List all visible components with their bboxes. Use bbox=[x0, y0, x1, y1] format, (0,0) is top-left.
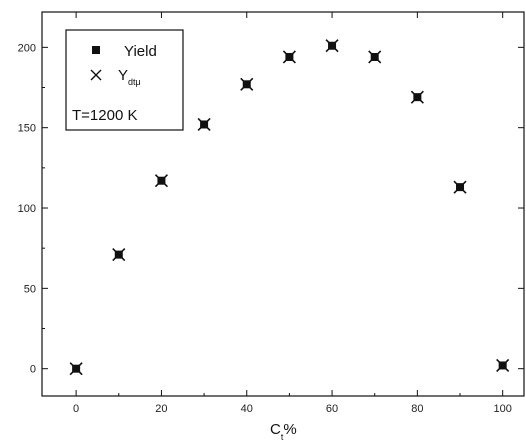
legend: Yield Ydtμ T=1200 K bbox=[65, 29, 184, 131]
x-tick-label: 100 bbox=[493, 403, 511, 415]
ydtmu-point bbox=[112, 248, 126, 262]
legend-square-marker bbox=[92, 46, 100, 54]
ydtmu-point-stroke bbox=[112, 248, 126, 262]
x-axis-title-sub: t bbox=[281, 432, 284, 442]
ydtmu-point bbox=[325, 39, 339, 53]
y-tick-label: 100 bbox=[18, 203, 36, 215]
x-tick-label: 80 bbox=[411, 403, 423, 415]
x-tick-label: 20 bbox=[155, 403, 167, 415]
ydtmu-point bbox=[197, 117, 211, 132]
x-axis-title: Ct% bbox=[270, 421, 297, 442]
legend-label-ydtmu-main: Y bbox=[118, 67, 128, 84]
ydtmu-point bbox=[282, 50, 296, 64]
ydtmu-point bbox=[496, 358, 510, 373]
ydtmu-point-stroke bbox=[197, 117, 211, 132]
ydtmu-point-stroke bbox=[282, 50, 296, 64]
legend-cross-marker bbox=[90, 69, 102, 81]
ydtmu-point-stroke bbox=[453, 180, 467, 194]
ydtmu-point bbox=[154, 174, 168, 188]
y-tick-label: 200 bbox=[18, 42, 36, 54]
y-tick-label: 150 bbox=[18, 123, 36, 135]
plot-frame bbox=[41, 11, 525, 397]
x-tick-label: 0 bbox=[73, 403, 79, 415]
x-axis-title-suffix: % bbox=[283, 421, 296, 438]
ydtmu-point-stroke bbox=[410, 90, 424, 104]
legend-label-yield: Yield bbox=[124, 43, 157, 60]
ydtmu-point-stroke bbox=[496, 358, 510, 373]
ydtmu-point-stroke bbox=[240, 77, 254, 91]
legend-box bbox=[65, 29, 184, 131]
ydtmu-point bbox=[368, 50, 382, 64]
x-axis-ticks: 0 20 40 60 80 100 bbox=[73, 12, 512, 415]
y-tick-label: 0 bbox=[30, 364, 36, 376]
legend-label-ydtmu: Ydtμ bbox=[118, 67, 141, 87]
ydtmu-point-stroke bbox=[368, 50, 382, 64]
legend-temperature-note: T=1200 K bbox=[72, 107, 137, 124]
y-tick-label: 50 bbox=[24, 283, 36, 295]
ydtmu-point-stroke bbox=[325, 39, 339, 53]
x-axis-title-main: C bbox=[270, 421, 281, 438]
ydtmu-point bbox=[240, 77, 254, 91]
x-tick-label: 40 bbox=[241, 403, 253, 415]
ydtmu-point-stroke bbox=[69, 362, 83, 376]
data-points bbox=[69, 39, 510, 376]
ydtmu-point bbox=[69, 362, 83, 376]
ydtmu-point bbox=[453, 180, 467, 194]
legend-label-ydtmu-sub: dtμ bbox=[128, 77, 141, 87]
y-axis-ticks: 0 50 100 150 200 bbox=[18, 42, 524, 376]
ydtmu-point bbox=[410, 90, 424, 104]
ydtmu-point-stroke bbox=[154, 174, 168, 188]
x-tick-label: 60 bbox=[326, 403, 338, 415]
